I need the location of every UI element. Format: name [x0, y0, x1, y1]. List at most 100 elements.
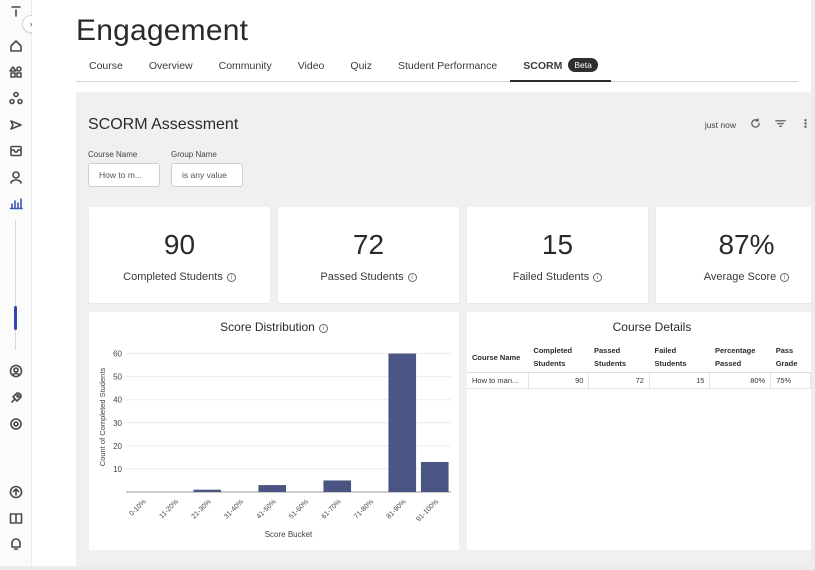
bar [420, 462, 449, 492]
bar [388, 353, 417, 492]
tab-bar: Course Overview Community Video Quiz Stu… [76, 56, 798, 82]
info-icon[interactable]: i [318, 324, 328, 333]
x-tick-label: 0-10% [128, 498, 147, 517]
filter-label-course-name: Course Name [88, 150, 138, 159]
launch-icon[interactable] [7, 389, 24, 406]
filter-course-name[interactable]: How to m... [88, 163, 160, 187]
kpi-passed-students: 72 Passed Students i [278, 207, 459, 303]
info-icon[interactable]: i [407, 273, 417, 282]
y-tick-label: 10 [113, 465, 122, 474]
x-tick-label: 61-70% [321, 498, 343, 520]
sidebar-active-indicator [14, 306, 17, 330]
kpi-value: 90 [163, 229, 196, 260]
column-header[interactable]: Percentage Passed [709, 342, 771, 373]
tab-scorm[interactable]: SCORM Beta [510, 56, 611, 82]
kpi-average-score: 87% Average Score i [656, 207, 811, 303]
info-icon[interactable]: i [593, 273, 603, 282]
tab-quiz[interactable]: Quiz [350, 60, 372, 72]
home-icon[interactable] [7, 37, 24, 54]
table-cell: 72 [588, 372, 650, 389]
more-options-icon[interactable] [800, 118, 811, 131]
y-axis-title: Count of Completed Students [98, 368, 107, 467]
info-icon[interactable]: i [780, 273, 790, 282]
chart-title: Score Distribution i [89, 320, 459, 334]
kpi-completed-students: 90 Completed Students i [89, 207, 270, 303]
course-details-panel: Course Details Course Name Completed Stu… [467, 312, 811, 550]
tab-scorm-label: SCORM [523, 60, 563, 72]
table-cell: 90 [528, 372, 590, 389]
inbox-icon[interactable] [7, 142, 24, 159]
y-tick-label: 20 [113, 442, 122, 451]
notifications-icon[interactable] [7, 535, 24, 552]
campaigns-icon[interactable] [7, 116, 24, 133]
table-cell: How to man... [467, 372, 529, 389]
bar [193, 489, 222, 492]
courses-icon[interactable] [7, 63, 24, 80]
course-details-title: Course Details [612, 320, 692, 334]
x-tick-label: 21-30% [191, 498, 213, 520]
refresh-icon[interactable] [750, 118, 761, 131]
y-tick-label: 40 [113, 396, 122, 405]
score-distribution-panel: Score Distribution i 10 20 30 40 50 60 0-10% 11-… [89, 312, 459, 550]
tab-course[interactable]: Course [89, 60, 123, 72]
tab-community[interactable]: Community [218, 60, 272, 72]
table-cell: 75% [770, 372, 811, 389]
tab-video[interactable]: Video [297, 60, 325, 72]
filter-label-group-name: Group Name [171, 150, 217, 159]
filter-icon[interactable] [775, 118, 786, 131]
table-cell: 15 [649, 372, 711, 389]
kpi-label: Failed Students i [467, 271, 648, 283]
table-cell: 80% [709, 372, 772, 389]
settings-icon[interactable] [7, 415, 24, 432]
x-tick-label: 31-40% [223, 498, 245, 520]
score-distribution-chart: 10 20 30 40 50 60 0-10% 11-20% 21-30% 31-40% 41-50… [98, 350, 451, 539]
tab-overview[interactable]: Overview [148, 60, 193, 72]
tab-student-performance[interactable]: Student Performance [398, 60, 498, 72]
bar [323, 480, 352, 492]
kpi-label: Passed Students i [278, 271, 459, 283]
y-tick-label: 30 [113, 419, 122, 428]
dashboard-title: SCORM Assessment [88, 116, 239, 133]
column-header[interactable]: Course Name [467, 342, 529, 373]
x-tick-label: 81-90% [386, 498, 408, 520]
x-tick-label: 91-100% [415, 498, 440, 523]
chevron-right-icon: › [29, 19, 33, 29]
x-tick-label: 71-80% [353, 498, 375, 520]
column-header[interactable]: Pass Grade [770, 342, 811, 373]
filter-group-name[interactable]: is any value [171, 163, 243, 187]
bar [258, 485, 287, 492]
kpi-failed-students: 15 Failed Students i [467, 207, 648, 303]
x-tick-label: 11-20% [159, 498, 181, 520]
page-title: Engagement [76, 14, 249, 47]
main-content: Engagement Course Overview Community Vid… [32, 0, 811, 566]
kpi-value: 72 [352, 229, 385, 260]
y-tick-label: 60 [113, 350, 122, 359]
column-header[interactable]: Failed Students [649, 342, 710, 373]
dashboard-toolbar: just now [705, 118, 811, 131]
column-header[interactable]: Passed Students [588, 342, 650, 373]
analytics-icon[interactable] [7, 194, 24, 211]
community-icon[interactable] [7, 89, 24, 106]
kpi-value: 87% [718, 229, 775, 260]
y-tick-label: 50 [113, 373, 122, 382]
profile-icon[interactable] [7, 362, 24, 379]
column-header[interactable]: Completed Students [528, 342, 589, 373]
docs-icon[interactable] [7, 509, 24, 526]
kpi-label: Average Score i [656, 271, 811, 283]
logo-icon[interactable] [7, 2, 24, 19]
beta-badge: Beta [568, 58, 598, 72]
kpi-label: Completed Students i [89, 271, 270, 283]
users-icon[interactable] [7, 168, 24, 185]
dashboard: SCORM Assessment just now Course Name Ho… [76, 92, 811, 566]
sidebar [0, 0, 32, 566]
last-refreshed-text: just now [704, 119, 736, 130]
sidebar-track [15, 220, 16, 350]
x-axis-title: Score Bucket [265, 530, 313, 539]
table-row[interactable]: How to man... 90 72 15 80% 75% [467, 372, 811, 389]
course-details-table: Course Name Completed Students Passed St… [467, 342, 811, 389]
x-tick-label: 51-60% [288, 498, 310, 520]
x-tick-label: 41-50% [256, 498, 278, 520]
upgrade-icon[interactable] [7, 483, 24, 500]
info-icon[interactable]: i [226, 273, 236, 282]
